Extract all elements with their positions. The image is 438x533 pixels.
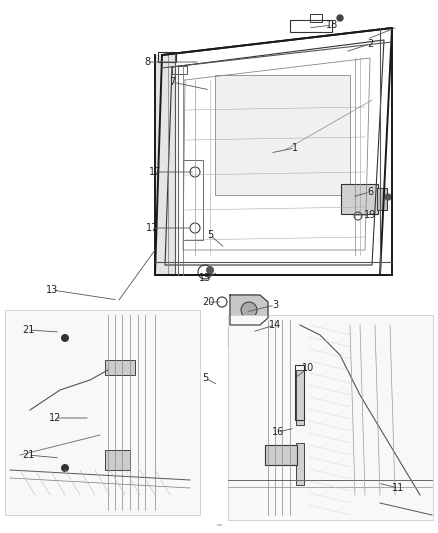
FancyBboxPatch shape bbox=[228, 328, 266, 346]
Circle shape bbox=[337, 15, 343, 21]
Bar bbox=[310, 14, 322, 22]
Bar bbox=[290, 20, 332, 32]
Text: 17: 17 bbox=[146, 223, 158, 233]
Text: 20: 20 bbox=[202, 297, 214, 307]
Polygon shape bbox=[155, 55, 175, 275]
Text: 11: 11 bbox=[392, 483, 404, 493]
Bar bbox=[377, 188, 387, 210]
Text: ~: ~ bbox=[215, 521, 223, 530]
Text: 8: 8 bbox=[144, 57, 150, 67]
Circle shape bbox=[385, 194, 391, 200]
Text: 7: 7 bbox=[169, 77, 175, 87]
Bar bbox=[105, 450, 130, 470]
Circle shape bbox=[241, 302, 257, 318]
Text: 2: 2 bbox=[367, 39, 373, 49]
Bar bbox=[183, 160, 203, 240]
FancyBboxPatch shape bbox=[341, 184, 378, 214]
Text: 5: 5 bbox=[207, 230, 213, 240]
Text: 15: 15 bbox=[199, 273, 211, 283]
Text: 5: 5 bbox=[202, 373, 208, 383]
Circle shape bbox=[61, 464, 69, 472]
Text: 12: 12 bbox=[49, 413, 61, 423]
Bar bbox=[265, 445, 297, 465]
Bar bbox=[105, 360, 135, 375]
Bar bbox=[296, 443, 304, 485]
Text: 13: 13 bbox=[46, 285, 58, 295]
Text: 14: 14 bbox=[269, 320, 281, 330]
Bar bbox=[296, 370, 304, 425]
Text: 10: 10 bbox=[302, 363, 314, 373]
Text: 1: 1 bbox=[292, 143, 298, 153]
Text: 21: 21 bbox=[22, 325, 34, 335]
Bar bbox=[228, 315, 433, 520]
Text: 19: 19 bbox=[364, 210, 376, 220]
Polygon shape bbox=[230, 295, 268, 325]
Text: 18: 18 bbox=[326, 20, 338, 30]
Circle shape bbox=[206, 266, 214, 274]
Bar bbox=[172, 66, 187, 74]
Text: 21: 21 bbox=[22, 450, 34, 460]
Text: 17: 17 bbox=[149, 167, 161, 177]
Text: 6: 6 bbox=[367, 187, 373, 197]
Text: 3: 3 bbox=[272, 300, 278, 310]
Circle shape bbox=[61, 334, 69, 342]
Bar bbox=[295, 365, 304, 420]
Bar bbox=[5, 310, 200, 515]
Bar bbox=[158, 52, 176, 62]
Text: 16: 16 bbox=[272, 427, 284, 437]
FancyBboxPatch shape bbox=[215, 75, 350, 195]
